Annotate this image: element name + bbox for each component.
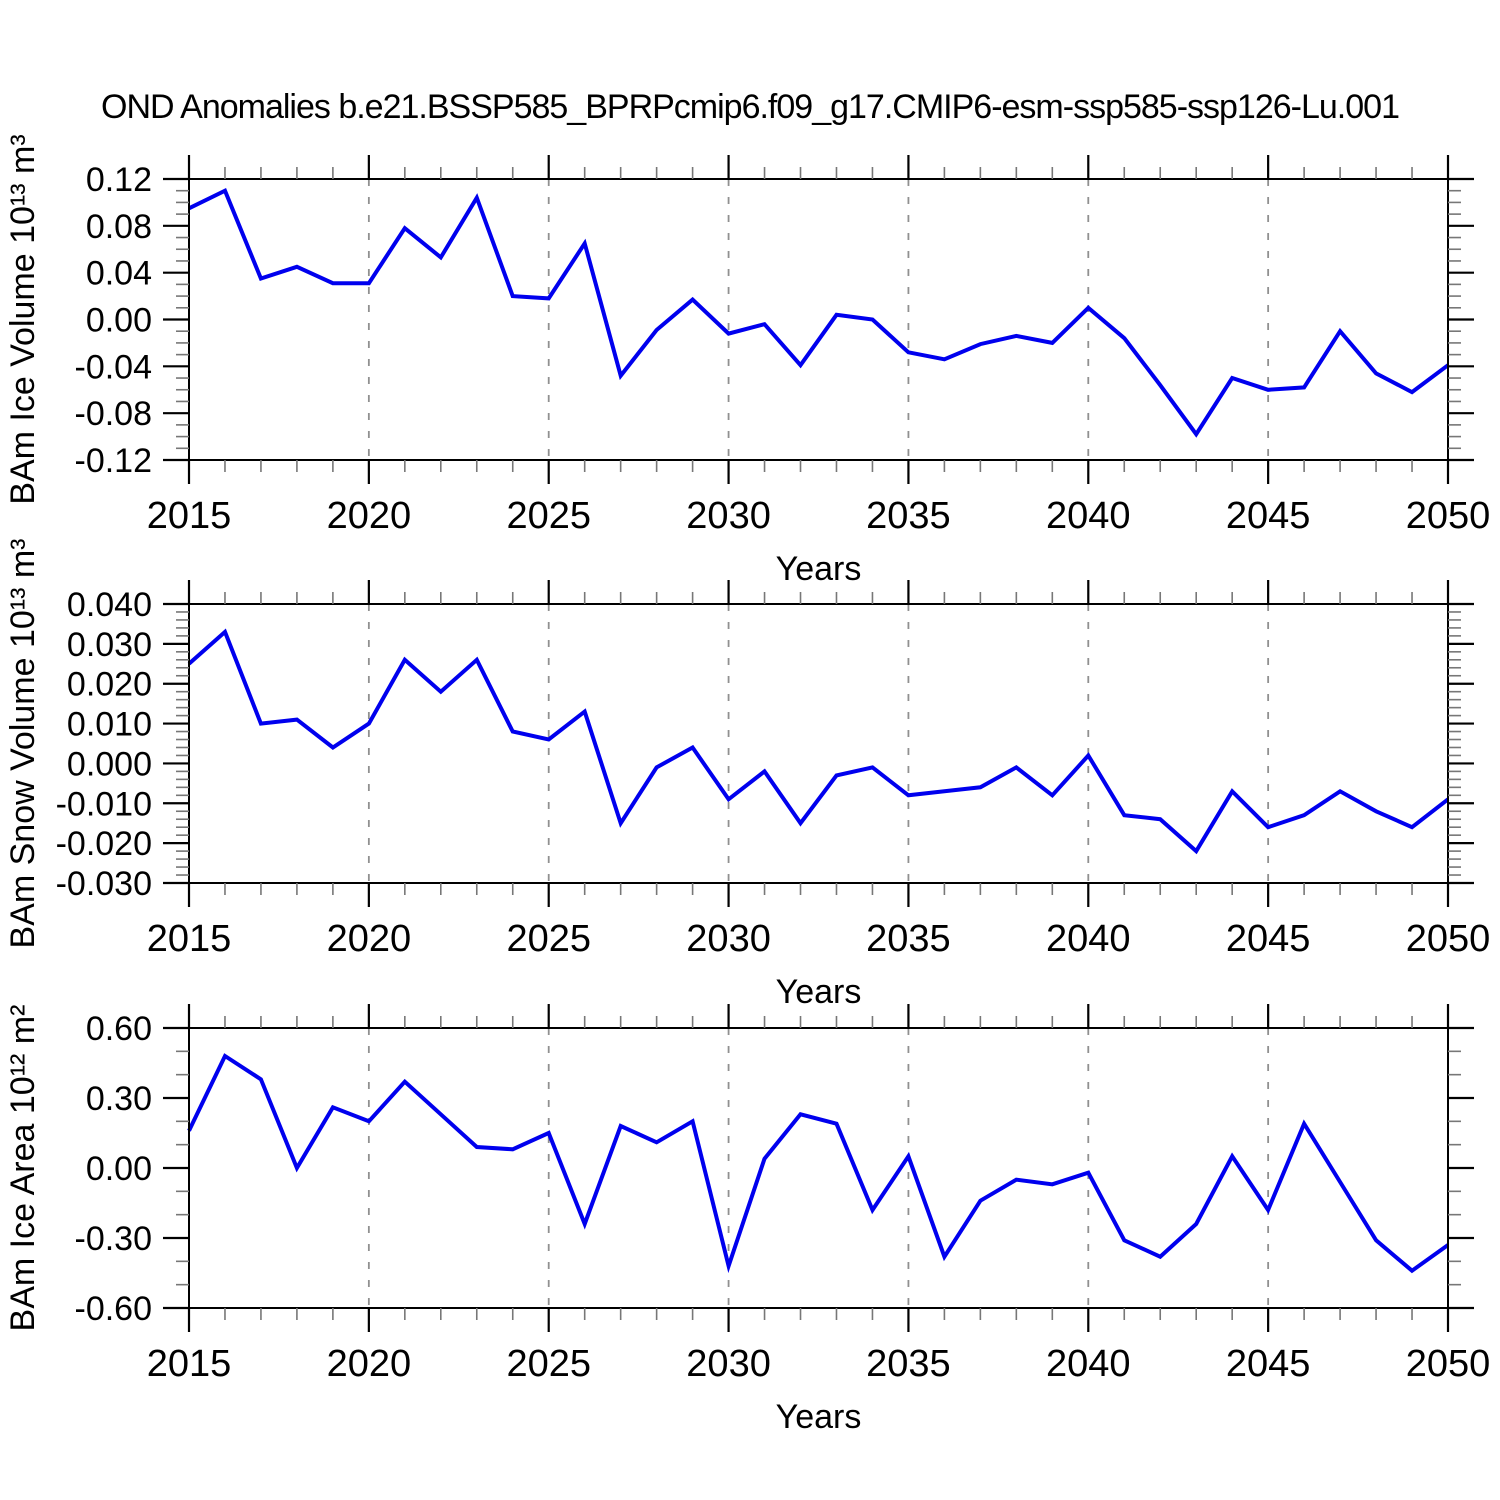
y-tick-label: 0.040 [67,586,152,624]
x-tick-label: 2040 [1046,495,1131,537]
x-tick-label: 2050 [1406,495,1491,537]
x-tick-label: 2040 [1046,918,1131,960]
y-tick-label: -0.12 [75,442,153,480]
y-axis-title: BAm Snow Volume 10¹³ m³ [4,538,42,948]
x-tick-label: 2020 [327,918,412,960]
y-tick-label: 0.30 [86,1080,152,1118]
x-tick-label: 2040 [1046,1343,1131,1385]
x-tick-label: 2045 [1226,918,1311,960]
y-tick-label: -0.030 [56,865,152,903]
series-line-ice-volume [188,187,1450,438]
series-line-snow-volume [187,628,1450,855]
y-tick-label: -0.08 [75,395,153,433]
y-tick-label: 0.030 [67,626,152,664]
chart-title: OND Anomalies b.e21.BSSP585_BPRPcmip6.f0… [101,88,1400,126]
x-axis-title: Years [776,973,862,1011]
y-tick-label: 0.12 [86,161,152,199]
x-tick-label: 2015 [147,1343,232,1385]
x-axis-title: Years [776,1398,862,1436]
y-tick-label: 0.000 [67,745,152,783]
x-tick-label: 2045 [1226,1343,1311,1385]
x-axis-title: Years [776,550,862,588]
y-tick-label: 0.04 [86,255,152,293]
y-tick-label: 0.020 [67,666,152,704]
plot-border [188,178,1449,461]
x-tick-label: 2035 [866,1343,951,1385]
panel-ice-volume: 0.12 0.08 0.04 0.00 -0.04 -0.08 -0.12 2015 2020 2… [4,134,1490,588]
plot-border [188,1027,1449,1309]
y-tick-label: 0.08 [86,208,152,246]
y-tick-label: 0.60 [86,1010,152,1048]
x-tick-label: 2020 [327,1343,412,1385]
series-line-ice-area [187,1053,1450,1274]
x-tick-label: 2050 [1406,918,1491,960]
plot-border [188,603,1449,884]
y-tick-label: -0.60 [75,1290,153,1328]
x-tick-label: 2025 [506,495,591,537]
panel-snow-volume: 0.0400.0300.0200.0100.000-0.010-0.020-0.… [4,538,1490,1011]
x-tick-label: 2035 [866,918,951,960]
x-tick-label: 2050 [1406,1343,1491,1385]
x-tick-label: 2030 [686,495,771,537]
x-tick-label: 2045 [1226,495,1311,537]
x-tick-label: 2025 [506,918,591,960]
x-tick-label: 2030 [686,918,771,960]
y-tick-label: -0.020 [56,825,152,863]
x-tick-label: 2015 [147,918,232,960]
y-axis-title: BAm Ice Area 10¹² m² [4,1005,42,1332]
x-tick-label: 2030 [686,1343,771,1385]
x-tick-label: 2035 [866,495,951,537]
x-tick-label: 2020 [327,495,412,537]
y-tick-label: -0.30 [75,1220,153,1258]
y-tick-label: 0.00 [86,302,152,340]
panel-ice-area: 0.60 0.30 0.00 -0.30 -0.60 2015 2020 2025 2030 20… [4,1004,1490,1436]
y-tick-label: -0.010 [56,785,152,823]
y-tick-label: 0.010 [67,706,152,744]
y-tick-label: 0.00 [86,1150,152,1188]
y-tick-label: -0.04 [75,348,153,386]
x-tick-label: 2025 [506,1343,591,1385]
y-axis-title: BAm Ice Volume 10¹³ m³ [4,134,42,504]
x-tick-label: 2015 [147,495,232,537]
